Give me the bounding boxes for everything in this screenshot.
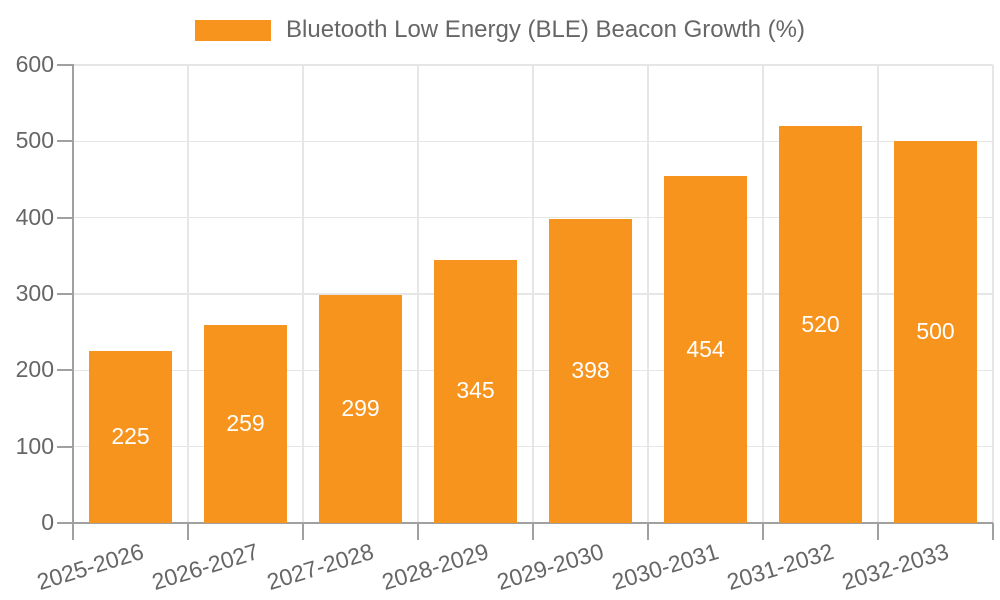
bar-value-label: 259 xyxy=(226,410,265,437)
x-tick xyxy=(417,523,419,540)
x-gridline xyxy=(647,65,649,523)
y-axis-label: 200 xyxy=(15,356,54,383)
x-tick xyxy=(992,523,994,540)
bar[interactable] xyxy=(319,294,402,523)
bar[interactable] xyxy=(434,259,517,523)
y-axis-label: 500 xyxy=(15,127,54,154)
bar[interactable] xyxy=(779,126,862,523)
y-tick xyxy=(57,140,73,143)
y-tick xyxy=(57,64,73,66)
x-axis-label: 2030-2031 xyxy=(608,538,722,596)
bar-value-label: 225 xyxy=(111,423,150,450)
y-axis-label: 0 xyxy=(41,509,54,535)
x-gridline xyxy=(302,65,304,523)
legend-label: Bluetooth Low Energy (BLE) Beacon Growth… xyxy=(286,16,805,43)
y-axis-label: 600 xyxy=(15,51,54,77)
y-tick xyxy=(57,369,73,372)
x-tick xyxy=(187,523,189,540)
x-tick xyxy=(647,523,649,540)
bar[interactable] xyxy=(89,351,172,523)
bar[interactable] xyxy=(204,325,287,523)
bar-value-label: 398 xyxy=(571,357,610,384)
y-tick xyxy=(57,445,73,448)
x-axis-label: 2032-2033 xyxy=(838,538,952,596)
y-tick xyxy=(57,293,73,295)
x-axis-label: 2029-2030 xyxy=(493,538,607,596)
bar-value-label: 299 xyxy=(341,394,380,421)
bar[interactable] xyxy=(664,176,747,523)
x-gridline xyxy=(992,65,994,523)
x-gridline xyxy=(762,65,764,523)
x-gridline xyxy=(532,65,534,523)
legend-item[interactable]: Bluetooth Low Energy (BLE) Beacon Growth… xyxy=(195,16,805,44)
x-gridline xyxy=(187,65,189,523)
x-tick xyxy=(877,523,879,540)
y-axis-line xyxy=(72,64,74,540)
y-tick xyxy=(57,216,73,219)
x-gridline xyxy=(877,65,879,523)
y-axis-label: 400 xyxy=(15,203,54,230)
x-axis-label: 2026-2027 xyxy=(148,538,262,596)
x-tick xyxy=(532,523,534,540)
y-axis-label: 100 xyxy=(15,432,54,459)
y-axis-label: 300 xyxy=(15,280,54,306)
x-axis-label: 2031-2032 xyxy=(723,538,837,596)
bar-value-label: 345 xyxy=(456,377,495,404)
bar[interactable] xyxy=(894,141,977,523)
bar-value-label: 520 xyxy=(801,310,840,337)
x-tick xyxy=(762,523,764,540)
x-axis-line xyxy=(73,522,993,524)
x-tick xyxy=(302,523,304,540)
bar-value-label: 454 xyxy=(686,335,725,362)
bar-value-label: 500 xyxy=(916,318,955,345)
x-axis-label: 2025-2026 xyxy=(33,538,147,596)
x-axis-label: 2028-2029 xyxy=(378,538,492,596)
legend-swatch-icon xyxy=(195,19,272,41)
y-tick xyxy=(57,522,73,524)
x-axis-label: 2027-2028 xyxy=(263,538,377,596)
legend: Bluetooth Low Energy (BLE) Beacon Growth… xyxy=(0,16,1000,44)
bar[interactable] xyxy=(549,219,632,523)
x-gridline xyxy=(417,65,419,523)
